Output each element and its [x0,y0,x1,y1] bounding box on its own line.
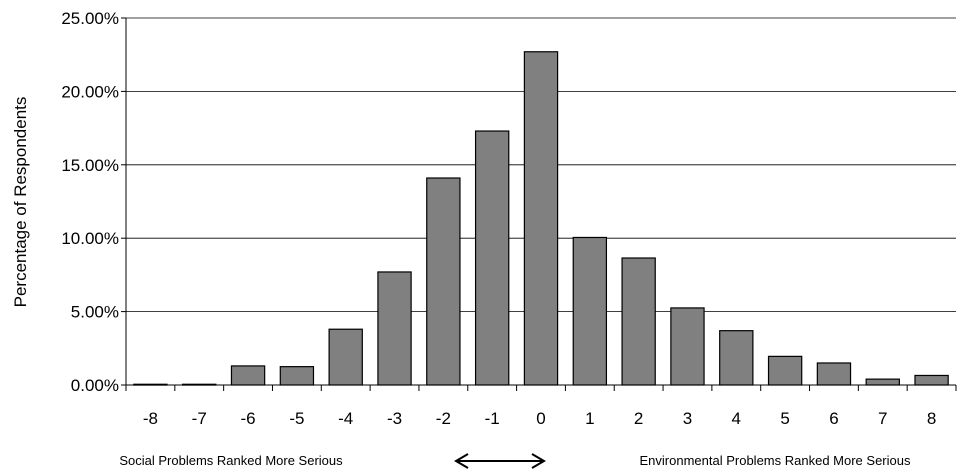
bar [719,330,754,386]
x-axis-ticks: -8 -7 -6 -5 -4 -3 -2 -1 0 1 2 3 4 5 6 7 8 [125,385,957,428]
bar [767,355,803,386]
x-tick-label: 4 [732,409,741,428]
x-tick-label: 2 [634,409,643,428]
y-tick-label: 5.00% [71,303,119,322]
x-tick-label: 6 [829,409,838,428]
left-annotation: Social Problems Ranked More Serious [119,453,343,468]
x-tick-label: 1 [585,409,594,428]
bar [572,236,608,386]
double-arrow-icon [454,453,546,469]
bar [474,130,510,386]
x-tick-label: -3 [387,409,402,428]
bar [279,366,315,386]
bar [914,374,949,386]
x-tick-label: -4 [338,409,353,428]
x-tick-label: -8 [143,409,158,428]
bar [377,271,412,386]
x-tick-label: -5 [289,409,304,428]
x-tick-label: -6 [240,409,255,428]
y-axis-title: Percentage of Respondents [11,97,30,308]
x-tick-label: 3 [683,409,692,428]
y-tick-label: 10.00% [61,229,119,248]
bar [426,177,461,386]
x-tick-label: -7 [192,409,207,428]
x-tick-label: 0 [536,409,545,428]
x-tick-label: 8 [927,409,936,428]
x-tick-label: -1 [485,409,500,428]
bar [523,51,559,386]
x-tick-label: 5 [780,409,789,428]
right-annotation: Environmental Problems Ranked More Serio… [640,453,911,468]
bars [133,51,949,386]
bar [230,365,266,386]
bar [621,257,656,386]
y-tick-label: 15.00% [61,156,119,175]
x-tick-label: -2 [436,409,451,428]
bar [865,378,900,386]
y-axis-ticks: 0.00% 5.00% 10.00% 15.00% 20.00% 25.00% [61,9,126,395]
y-tick-label: 20.00% [61,82,119,101]
x-tick-label: 7 [878,409,887,428]
bar [816,362,852,386]
y-tick-label: 25.00% [61,9,119,28]
bar [670,307,705,386]
y-tick-label: 0.00% [71,376,119,395]
bar [328,328,363,386]
